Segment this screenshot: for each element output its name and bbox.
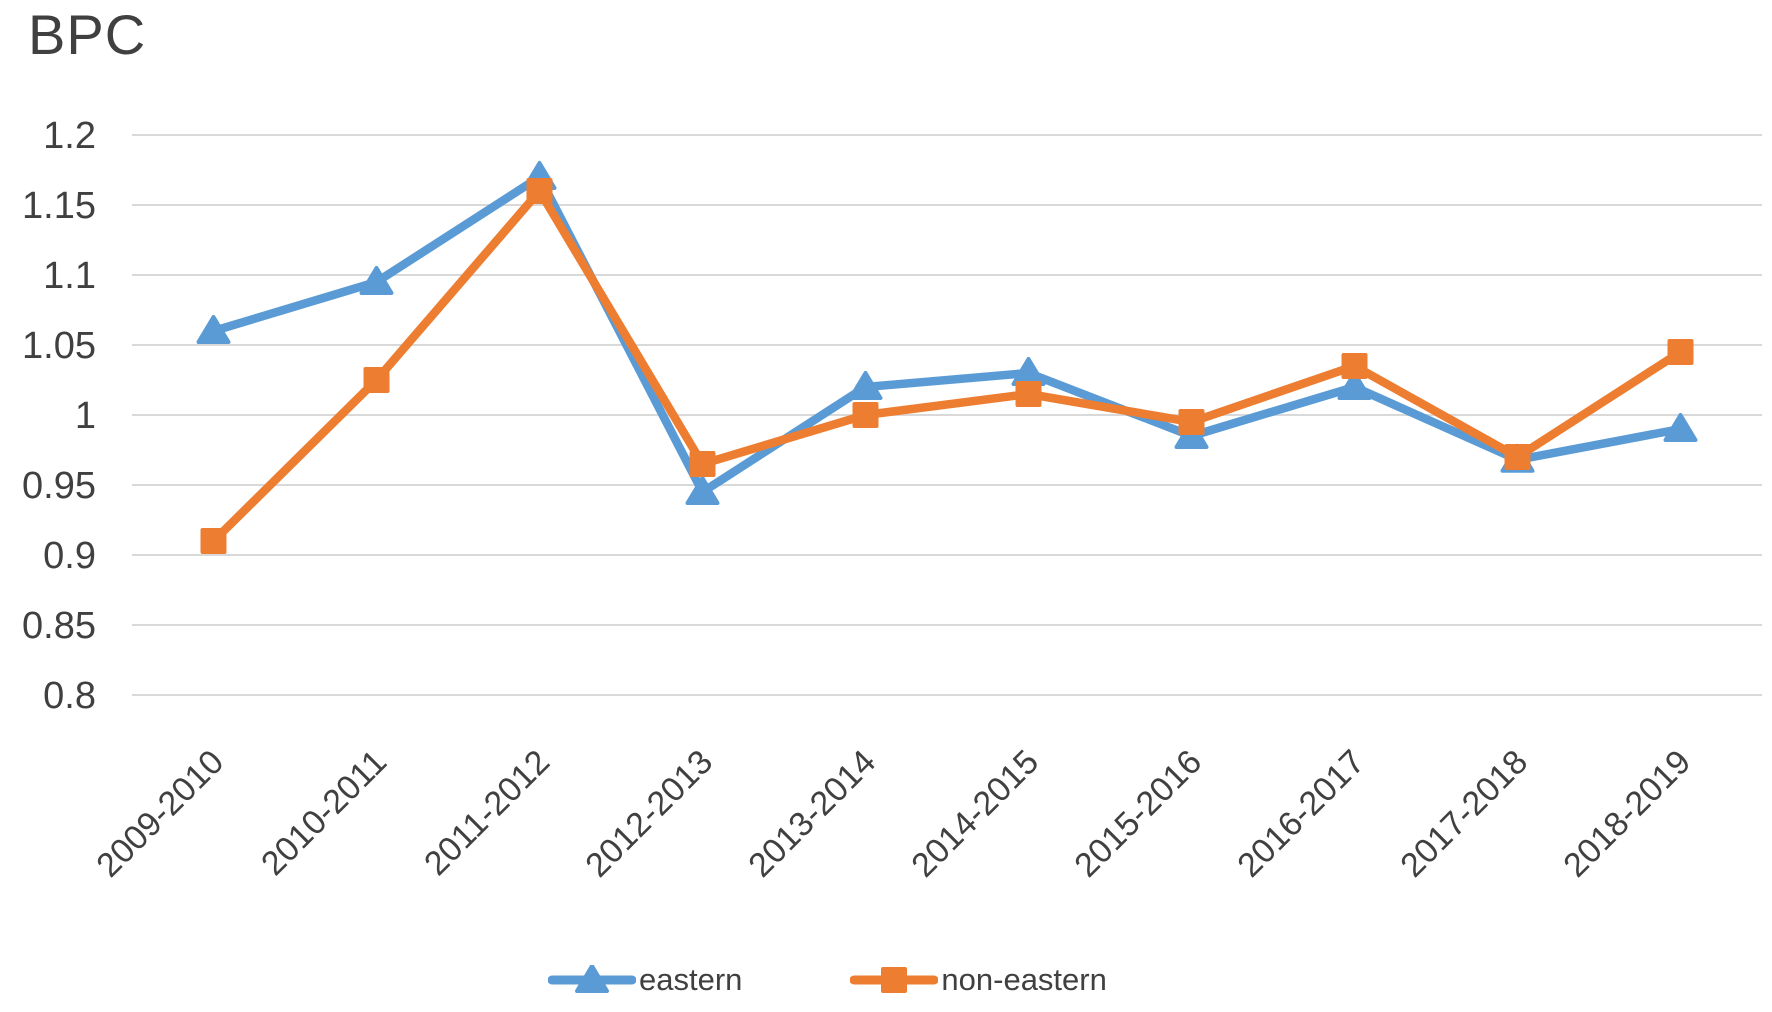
square-marker (689, 451, 716, 477)
legend-item-eastern: eastern (548, 964, 742, 995)
y-tick-label: 1.05 (22, 325, 96, 367)
square-marker (1504, 444, 1531, 470)
triangle-marker (1663, 413, 1698, 442)
y-tick-label: 1.15 (22, 185, 96, 227)
legend-label-eastern: eastern (639, 962, 743, 997)
gridlines (132, 134, 1762, 696)
square-marker (881, 966, 908, 993)
square-marker (1667, 339, 1694, 365)
y-tick-label: 1 (75, 395, 96, 437)
square-marker (363, 367, 390, 393)
triangle-marker (359, 266, 394, 295)
y-tick-label: 0.8 (43, 675, 96, 717)
square-marker (852, 402, 879, 428)
x-tick-label: 2015-2016 (1067, 743, 1209, 885)
eastern-line (209, 172, 1685, 497)
x-tick-label: 2010-2011 (254, 743, 394, 883)
triangle-marker (1337, 371, 1372, 400)
y-tick-label: 0.9 (43, 535, 96, 577)
triangle-marker (196, 315, 231, 344)
triangle-marker (575, 964, 609, 993)
x-axis-labels: 2009-2010 2010-2011 2011-2012 2012-2013 2013… (89, 743, 1698, 885)
non-eastern-line-square-swatch (850, 966, 939, 993)
triangle-marker (685, 476, 720, 505)
x-tick-label: 2013-2014 (741, 743, 883, 885)
square-marker (1341, 353, 1368, 379)
x-tick-label: 2016-2017 (1230, 743, 1372, 885)
legend: eastern non-eastern (548, 964, 1107, 995)
non-eastern-line (209, 186, 1685, 546)
triangle-marker (848, 371, 883, 400)
square-marker (1178, 409, 1205, 435)
series-non-eastern (200, 178, 1694, 554)
x-tick-label: 2018-2019 (1556, 743, 1698, 885)
y-tick-label: 1.2 (43, 115, 96, 157)
x-tick-label: 2012-2013 (578, 743, 720, 885)
series-eastern (196, 161, 1698, 505)
eastern-line-triangle-swatch (548, 964, 636, 993)
square-marker (1015, 381, 1042, 407)
y-tick-label: 0.95 (22, 465, 96, 507)
x-tick-label: 2011-2012 (417, 743, 557, 883)
y-tick-label: 1.1 (43, 255, 96, 297)
series-layer (196, 161, 1698, 554)
legend-label-non-eastern: non-eastern (941, 962, 1107, 997)
y-tick-label: 0.85 (22, 605, 96, 647)
x-tick-label: 2017-2018 (1393, 743, 1535, 885)
x-tick-label: 2009-2010 (89, 743, 231, 885)
y-axis-labels: 1.2 1.15 1.1 1.05 1 0.95 0.9 0.85 0.8 (22, 115, 96, 717)
square-marker (200, 528, 227, 554)
x-tick-label: 2014-2015 (904, 743, 1046, 885)
square-marker (526, 178, 553, 204)
legend-item-non-eastern: non-eastern (850, 962, 1107, 997)
chart-title: BPC (28, 3, 147, 66)
